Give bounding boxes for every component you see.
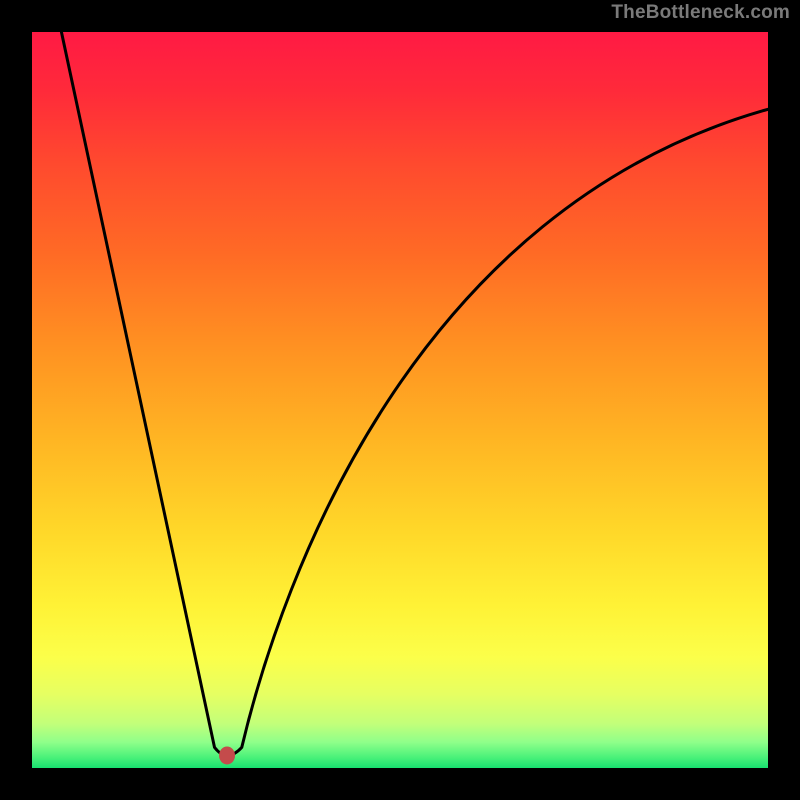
watermark-text: TheBottleneck.com: [611, 2, 790, 24]
plot-area: [32, 32, 768, 768]
optimum-point: [219, 746, 235, 764]
gradient-background: [32, 32, 768, 768]
